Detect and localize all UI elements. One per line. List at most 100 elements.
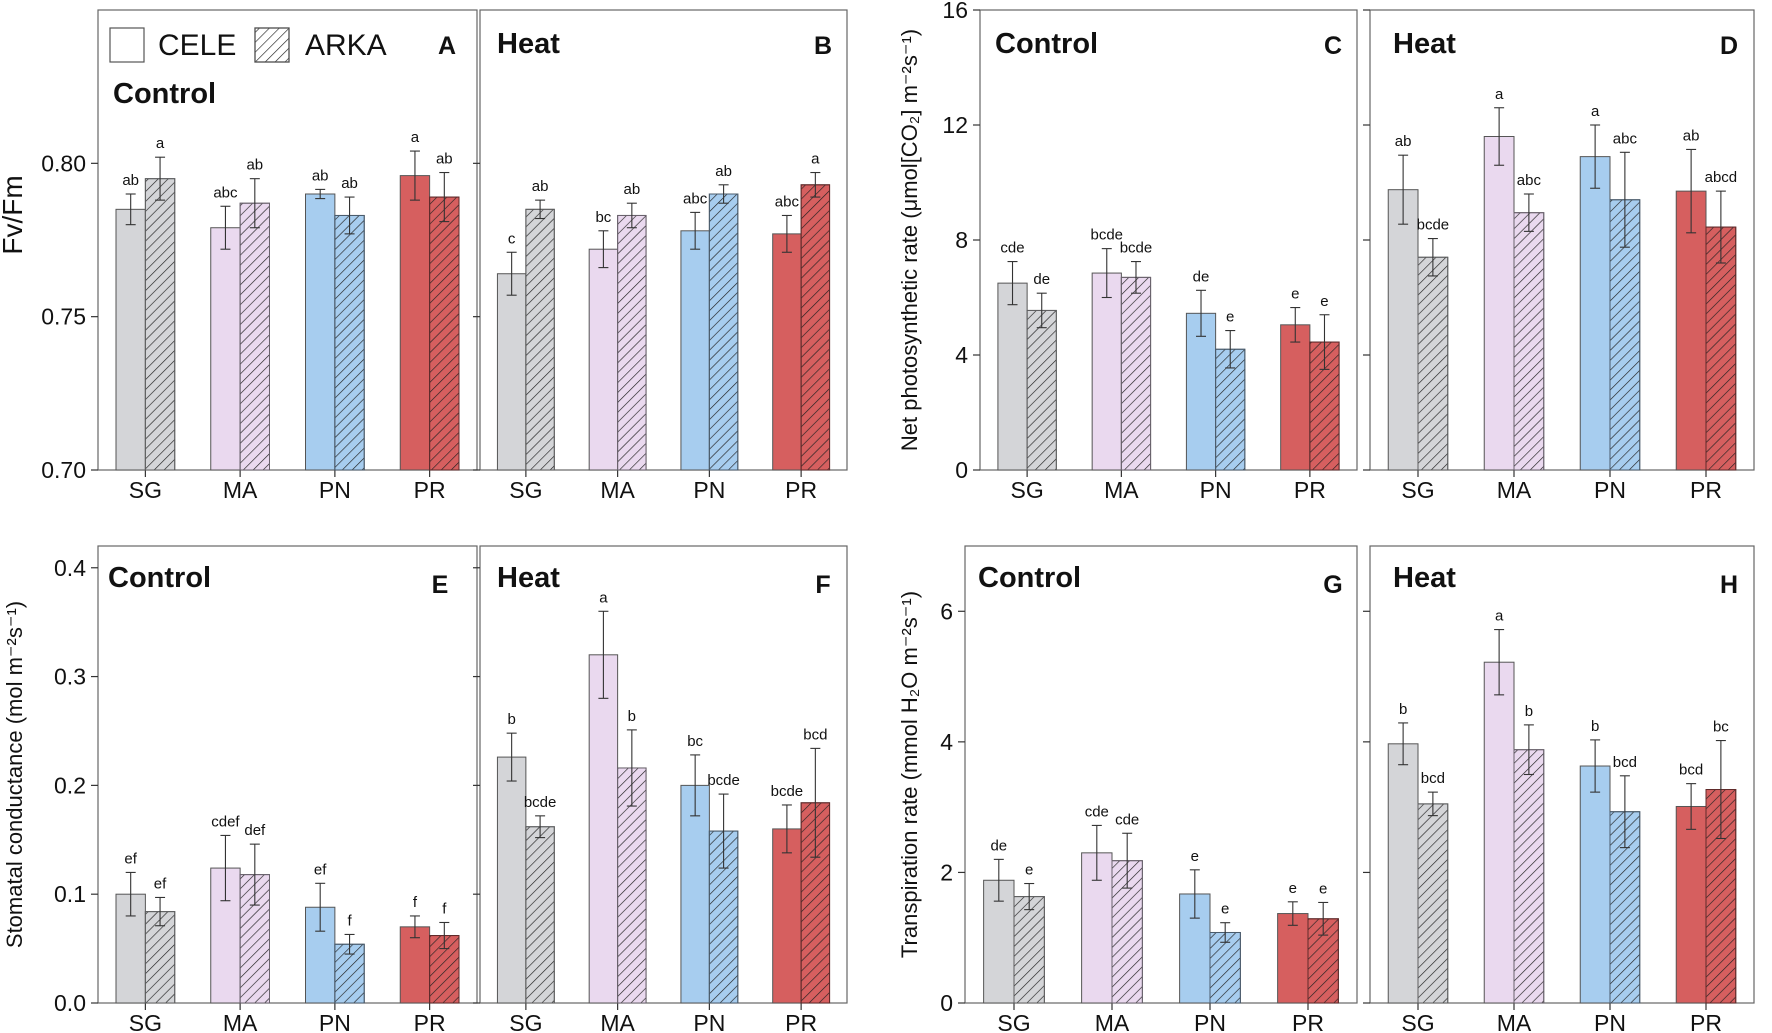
significance-letter: abc	[213, 184, 238, 201]
significance-letter: ab	[122, 172, 139, 189]
significance-letter: ef	[154, 875, 167, 892]
bar-cele-sg	[1387, 743, 1419, 1004]
bar-hatch-pn	[1215, 348, 1246, 471]
panel-e: 0.0 0.1 0.2 0.3 0.4 Stomatal conductance (mol…	[2, 545, 478, 1033]
significance-letter: e	[1226, 309, 1234, 326]
bar-cele-ma	[1483, 661, 1515, 1004]
significance-letter: ab	[312, 167, 329, 184]
significance-letter: cdef	[211, 813, 240, 830]
bar-hatch-ma	[617, 214, 647, 471]
significance-letter: b	[1525, 703, 1533, 720]
significance-letter: abc	[683, 190, 708, 207]
bar-cele-pn	[680, 230, 710, 471]
x-tick-label: PR	[785, 1010, 817, 1033]
x-tick-label: MA	[1497, 477, 1532, 503]
significance-letter: de	[990, 837, 1007, 854]
y-tick-label: 0.4	[54, 555, 86, 581]
significance-letter: c	[508, 230, 516, 247]
y-tick-label: 4	[955, 342, 968, 368]
bar-hatch-sg	[525, 208, 555, 471]
significance-letter: bc	[687, 733, 703, 750]
significance-letter: bcde	[1417, 217, 1450, 234]
y-tick-label: 12	[942, 112, 968, 138]
significance-letter: ab	[246, 157, 263, 174]
bar-cele-sg	[496, 756, 527, 1004]
x-tick-label: PR	[414, 1010, 446, 1033]
x-tick-label: PR	[1292, 1010, 1324, 1033]
bar-hatch-ma	[1513, 212, 1545, 471]
legend: CELE ARKA	[109, 27, 387, 63]
y-tick-label: 0.0	[54, 990, 86, 1016]
y-axis-label: Transpiration rate (mmol H₂O m⁻²s⁻¹)	[897, 591, 922, 958]
bar-cele-ma	[1091, 272, 1122, 471]
x-tick-label: MA	[1095, 1010, 1130, 1033]
y-tick-label: 0.2	[54, 772, 86, 798]
significance-letter: bcde	[771, 783, 804, 800]
y-tick-label: 0	[940, 990, 953, 1016]
x-tick-label: MA	[600, 477, 635, 503]
significance-letter: f	[413, 894, 418, 911]
x-tick-label: MA	[600, 1010, 635, 1033]
significance-letter: a	[1495, 608, 1504, 625]
x-tick-label: SG	[129, 477, 162, 503]
bar-cele-ma	[1483, 136, 1515, 471]
y-tick-label: 4	[940, 729, 953, 755]
significance-letter: abc	[1517, 172, 1542, 189]
x-tick-label: SG	[129, 1010, 162, 1033]
bar-hatch-sg	[1013, 896, 1045, 1004]
panel-frame	[97, 545, 478, 1004]
significance-letter: ab	[436, 151, 453, 168]
bar-hatch-sg	[1026, 309, 1057, 471]
significance-letter: a	[599, 589, 608, 606]
significance-letter: a	[1591, 103, 1600, 120]
significance-letter: bc	[595, 209, 611, 226]
bar-cele-pn	[1579, 156, 1611, 471]
legend-cele-swatch	[109, 27, 145, 63]
bar-hatch-ma	[239, 202, 270, 471]
panel-frame	[97, 9, 478, 471]
panel-f: SG b bcde MA a b PN bc bcde PR bcde bcd Heat F	[473, 545, 848, 1033]
significance-letter: cde	[1115, 811, 1139, 828]
panel-letter: B	[814, 32, 832, 60]
significance-letter: bcde	[707, 772, 740, 789]
panel-g: 0 2 4 6 Transpiration rate (mmol H₂O m⁻²s⁻¹)…	[897, 545, 1358, 1033]
significance-letter: a	[1495, 86, 1504, 103]
bar-cele-pr	[772, 233, 802, 471]
x-tick-label: PN	[1194, 1010, 1226, 1033]
panel-title: Heat	[497, 28, 560, 60]
panel-letter: D	[1720, 32, 1738, 60]
x-tick-label: PN	[1594, 477, 1626, 503]
x-tick-label: MA	[223, 1010, 258, 1033]
panel-letter: A	[438, 32, 456, 60]
bar-hatch-pr	[800, 184, 831, 471]
bar-cele-ma	[210, 227, 241, 471]
y-axis-label: Net photosynthetic rate (μmol[CO₂] m⁻²s⁻…	[897, 29, 922, 451]
significance-letter: ab	[532, 178, 549, 195]
significance-letter: e	[1191, 848, 1199, 865]
panel-title: Control	[113, 78, 216, 110]
significance-letter: e	[1291, 286, 1299, 303]
significance-letter: def	[244, 822, 266, 839]
x-tick-label: PN	[319, 477, 351, 503]
panel-c: 0 4 8 12 16 Net photosynthetic rate (μmol[CO₂…	[897, 0, 1358, 503]
y-tick-label: 0.75	[41, 304, 86, 330]
significance-letter: ab	[1395, 133, 1412, 150]
significance-letter: e	[1221, 901, 1229, 918]
x-tick-label: PR	[1294, 477, 1326, 503]
x-tick-label: MA	[223, 477, 258, 503]
x-tick-label: PR	[1690, 1010, 1722, 1033]
significance-letter: abcd	[1705, 169, 1738, 186]
bar-cele-pr	[1675, 805, 1707, 1004]
bar-cele-sg	[997, 282, 1028, 471]
y-tick-label: 16	[942, 0, 968, 23]
significance-letter: e	[1320, 293, 1328, 310]
significance-letter: ab	[715, 163, 732, 180]
y-tick-label: 6	[940, 598, 953, 624]
significance-letter: f	[442, 900, 447, 917]
x-tick-label: MA	[1497, 1010, 1532, 1033]
panel-title: Heat	[1393, 28, 1456, 60]
x-tick-label: PR	[785, 477, 817, 503]
